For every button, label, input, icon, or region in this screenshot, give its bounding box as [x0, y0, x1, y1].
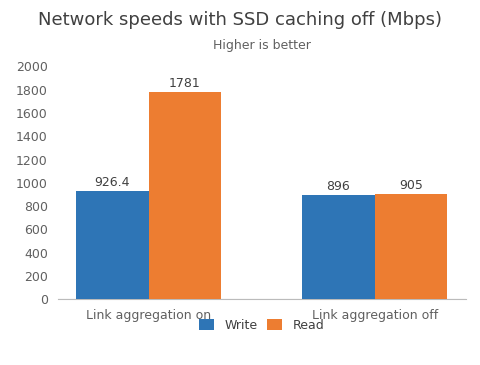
Text: 896: 896 [326, 180, 350, 193]
Text: 1781: 1781 [169, 77, 201, 90]
Text: 926.4: 926.4 [95, 176, 130, 189]
Bar [76, 191, 148, 299]
Text: 905: 905 [399, 179, 423, 192]
Bar [375, 194, 447, 299]
Bar [302, 195, 375, 299]
Bar [148, 92, 221, 299]
Title: Higher is better: Higher is better [213, 39, 311, 52]
Text: Network speeds with SSD caching off (Mbps): Network speeds with SSD caching off (Mbp… [38, 11, 442, 29]
Legend: Write, Read: Write, Read [194, 314, 329, 337]
